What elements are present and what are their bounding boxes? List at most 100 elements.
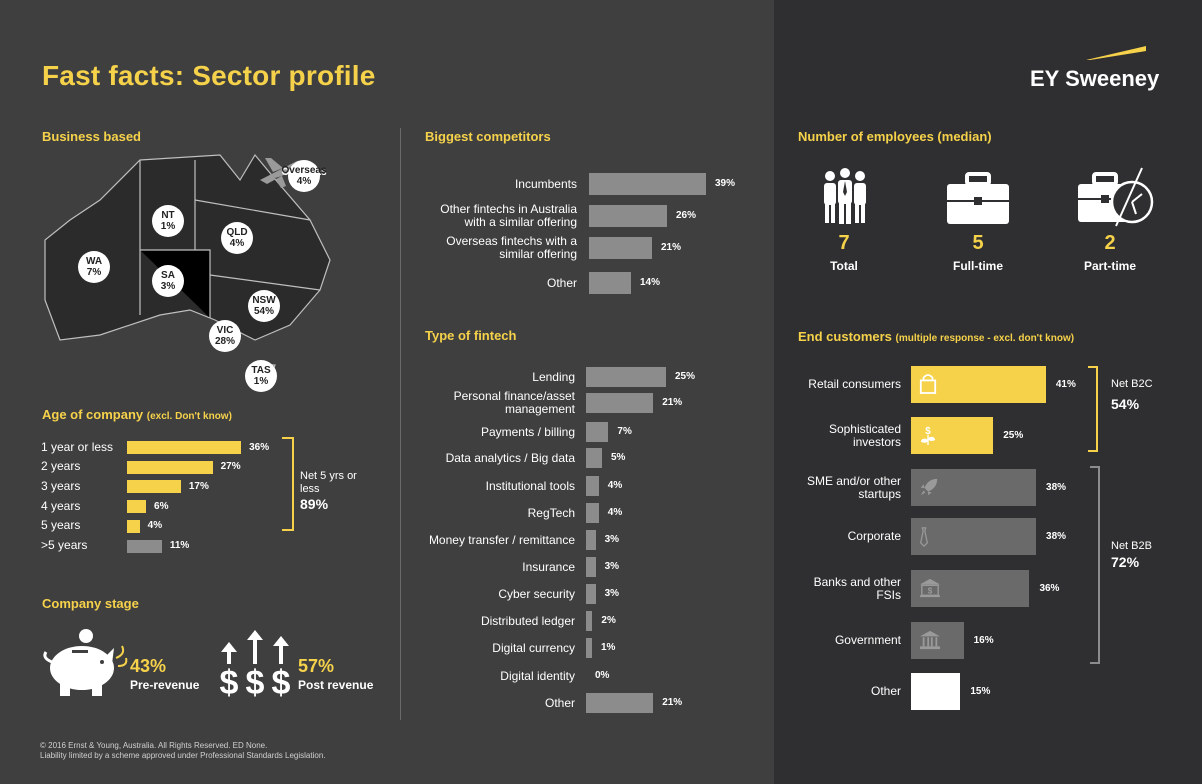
bar <box>586 638 592 658</box>
bar <box>586 448 602 468</box>
category-label: Incumbents <box>407 177 577 191</box>
rocket-icon <box>919 477 943 501</box>
svg-text:$: $ <box>246 664 265 698</box>
category-label-line: RegTech <box>527 505 575 520</box>
region-nsw: NSW 54% <box>248 290 280 322</box>
region-name: NT <box>161 210 175 221</box>
bar <box>589 173 706 195</box>
svg-text:$: $ <box>925 426 931 437</box>
employees-parttime-value: 2 <box>1104 232 1116 254</box>
category-label-line: Distributed ledger <box>480 613 575 628</box>
government-building-icon <box>919 630 943 654</box>
age-bracket <box>282 437 294 531</box>
ey-logo-beam-icon <box>1086 46 1146 60</box>
bar <box>586 422 609 442</box>
category-label: 5 years <box>41 518 81 533</box>
region-qld: QLD 4% <box>221 222 253 254</box>
region-name: WA <box>85 256 103 267</box>
category-label-line: Digital currency <box>492 640 575 655</box>
people-icon <box>824 168 866 224</box>
category-label: 1 year or less <box>41 439 114 454</box>
category-label: Digital identity <box>405 669 575 683</box>
category-label: SME and/or other startups <box>791 474 901 501</box>
region-value: 4% <box>296 176 312 187</box>
page-title: Fast facts: Sector profile <box>42 60 376 91</box>
data-label: 3% <box>604 588 620 599</box>
shopping-bag-icon <box>919 374 943 398</box>
bar <box>586 557 596 577</box>
data-label: 27% <box>220 461 241 473</box>
bar <box>911 366 1046 403</box>
bar <box>127 460 213 474</box>
bar <box>127 539 162 553</box>
data-label: 39% <box>715 178 736 189</box>
category-label: Money transfer / remittance <box>405 533 575 547</box>
category-label-line: Institutional tools <box>485 478 575 493</box>
pre-revenue-pct: 43% <box>130 656 167 676</box>
category-label: RegTech <box>405 505 575 520</box>
net-b2b-value: 72% <box>1111 554 1140 570</box>
dollar-arrows-icon: $ $ $ <box>220 630 291 698</box>
bar <box>127 441 242 454</box>
category-label-line: Government <box>834 633 901 647</box>
category-label: Sophisticated investors <box>791 421 901 449</box>
category-label-line: Sophisticated <box>828 421 901 436</box>
category-label-line: similar offering <box>499 247 577 261</box>
category-label-line: Overseas fintechs with a <box>446 234 577 248</box>
bar <box>586 693 654 713</box>
data-label: 36% <box>249 441 270 453</box>
category-label-line: with a similar offering <box>464 215 578 229</box>
category-label: Other <box>407 276 577 290</box>
category-label: 3 years <box>41 478 81 493</box>
bar <box>586 530 596 550</box>
b2c-bracket <box>1088 366 1098 452</box>
briefcase-icon <box>947 172 1009 224</box>
footer-copyright: © 2016 Ernst & Young, Australia. All Rig… <box>40 741 268 750</box>
bar <box>586 476 599 496</box>
data-label: 3% <box>604 561 620 572</box>
category-label-line: Cyber security <box>498 586 575 601</box>
bar <box>127 519 140 533</box>
category-label-line: Insurance <box>522 559 575 574</box>
bar <box>586 611 593 631</box>
category-label: >5 years <box>41 538 88 552</box>
svg-text:$: $ <box>220 664 239 698</box>
category-label: Other fintechs in Australia with a simila… <box>407 203 577 229</box>
data-label: 36% <box>1039 582 1060 594</box>
category-label-line: Other fintechs in Australia <box>440 202 577 216</box>
category-label-line: Banks and other <box>813 574 901 589</box>
age-heading-text: Age of company <box>42 407 144 422</box>
category-label-line: Retail consumers <box>808 377 901 391</box>
bar <box>911 622 964 659</box>
data-label: 17% <box>188 480 209 492</box>
briefcase-clock-icon <box>1078 167 1154 227</box>
category-label: Banks and other FSIs <box>791 574 901 602</box>
region-sa: SA 3% <box>152 265 184 297</box>
bar <box>911 570 1030 607</box>
pre-revenue-label: Pre-revenue <box>130 678 200 692</box>
region-name: SA <box>161 270 175 281</box>
bar <box>586 503 599 523</box>
fintech-heading: Type of fintech <box>425 328 517 343</box>
age-net-label: Net 5 yrs or less <box>300 470 357 495</box>
data-label: 1% <box>601 642 616 653</box>
bar <box>586 584 596 604</box>
region-name: TAS <box>251 365 271 376</box>
data-label: 41% <box>1055 378 1076 390</box>
bar <box>911 417 994 454</box>
category-label-line: Data analytics / Big data <box>445 450 575 465</box>
region-value: 28% <box>214 336 235 347</box>
category-label: Overseas fintechs with a similar offering <box>407 235 577 261</box>
age-net-value: 89% <box>300 496 329 512</box>
footer: © 2016 Ernst & Young, Australia. All Rig… <box>40 741 326 761</box>
data-label: 25% <box>1003 429 1024 441</box>
category-label: Data analytics / Big data <box>405 450 575 465</box>
data-label: 14% <box>640 277 661 288</box>
category-label-line: startups <box>858 486 901 501</box>
data-label: 4% <box>607 507 623 518</box>
data-label: 4% <box>607 480 623 491</box>
employees-fulltime-value: 5 <box>972 232 984 254</box>
end-customers-heading: End customers (multiple response - excl.… <box>798 329 1074 344</box>
data-label: 25% <box>675 371 696 382</box>
category-label: Lending <box>405 370 575 384</box>
